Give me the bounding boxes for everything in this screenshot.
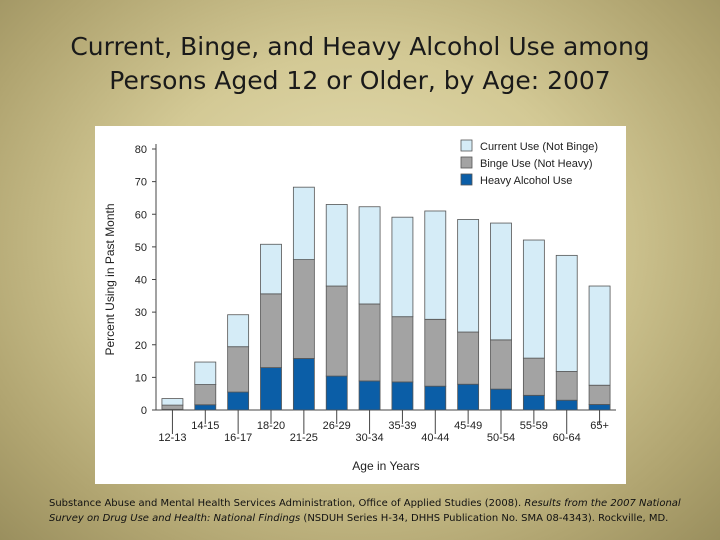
x-tick-label-60-64: 60-64: [553, 432, 581, 444]
x-tick-label-21-25: 21-25: [290, 432, 318, 444]
source-report-title: Results from the 2007 National Survey on…: [49, 498, 681, 524]
bar-heavy-alcohol-use-30-34: [358, 380, 381, 411]
bar-current-use-not-binge-55-59: [522, 239, 545, 359]
bar-heavy-alcohol-use-45-49: [457, 383, 480, 411]
bar-current-use-not-binge-40-44: [424, 210, 447, 320]
bar-current-use-not-binge-12-13: [161, 398, 184, 406]
x-tick-label-40-44: 40-44: [421, 432, 449, 444]
bar-binge-use-not-heavy-18-20: [260, 293, 282, 368]
stacked-bar-chart: 0 10 20 30 40 50 60 70 80 12-13 14-15 16-17 18-20 21-…: [103, 139, 616, 473]
bar-binge-use-not-heavy-50-54: [490, 339, 512, 390]
title-line-2: Persons Aged 12 or Older, by Age: 2007: [109, 66, 611, 95]
bar-heavy-alcohol-use-35-39: [391, 381, 414, 411]
bar-current-use-not-binge-30-34: [358, 206, 381, 305]
y-tick-label-0: 0: [141, 405, 147, 417]
bar-heavy-alcohol-use-14-15: [194, 404, 217, 411]
x-tick-label-30-34: 30-34: [356, 432, 384, 444]
legend-label-binge-use-not-heavy: Binge Use (Not Heavy): [480, 158, 593, 170]
bar-binge-use-not-heavy-30-34: [358, 303, 381, 382]
bar-binge-use-not-heavy-16-17: [227, 346, 250, 393]
source-citation: Substance Abuse and Mental Health Servic…: [49, 496, 689, 526]
bar-heavy-alcohol-use-21-25: [292, 358, 315, 411]
y-tick-label-70: 70: [135, 177, 147, 189]
y-axis-label: Percent Using in Past Month: [103, 203, 117, 355]
y-tick-label-60: 60: [135, 209, 147, 221]
bar-binge-use-not-heavy-14-15: [194, 384, 217, 406]
x-tick-label-12-13: 12-13: [158, 432, 186, 444]
bar-current-use-not-binge-45-49: [457, 219, 480, 333]
bar-binge-use-not-heavy-65+: [588, 384, 611, 405]
legend-label-heavy-alcohol-use: Heavy Alcohol Use: [480, 175, 572, 187]
bar-current-use-not-binge-50-54: [490, 222, 512, 341]
bar-binge-use-not-heavy-35-39: [391, 316, 414, 383]
y-tick-label-50: 50: [135, 242, 147, 254]
bar-binge-use-not-heavy-45-49: [457, 331, 480, 385]
bar-heavy-alcohol-use-18-20: [260, 367, 282, 411]
y-tick-label-30: 30: [135, 307, 147, 319]
bar-heavy-alcohol-use-26-29: [325, 375, 348, 411]
title-line-1: Current, Binge, and Heavy Alcohol Use am…: [70, 32, 650, 61]
bar-heavy-alcohol-use-40-44: [424, 385, 447, 411]
x-tick-label-50-54: 50-54: [487, 432, 515, 444]
bar-heavy-alcohol-use-65+: [588, 404, 611, 411]
legend-swatch-heavy-alcohol-use: [460, 173, 473, 186]
legend-swatch-current-use-not-binge: [460, 139, 473, 152]
slide-title: Current, Binge, and Heavy Alcohol Use am…: [20, 30, 700, 98]
bar-binge-use-not-heavy-55-59: [522, 357, 545, 396]
source-text-before: Substance Abuse and Mental Health Servic…: [49, 498, 525, 509]
bar-current-use-not-binge-60-64: [555, 254, 578, 372]
x-axis-label: Age in Years: [352, 459, 419, 473]
legend-swatch-binge-use-not-heavy: [460, 156, 473, 169]
bar-current-use-not-binge-18-20: [260, 243, 282, 295]
bar-current-use-not-binge-65+: [588, 285, 611, 386]
x-tick-label-18-20: 18-20: [257, 420, 285, 432]
x-tick-label-65+: 65+: [590, 420, 609, 432]
x-tick-label-16-17: 16-17: [224, 432, 252, 444]
bar-current-use-not-binge-35-39: [391, 216, 414, 318]
bar-current-use-not-binge-26-29: [325, 204, 348, 287]
bar-heavy-alcohol-use-55-59: [522, 394, 545, 411]
bar-binge-use-not-heavy-60-64: [555, 371, 578, 401]
bar-current-use-not-binge-16-17: [227, 314, 250, 348]
x-tick-label-14-15: 14-15: [191, 420, 219, 432]
bar-current-use-not-binge-14-15: [194, 361, 217, 385]
bar-heavy-alcohol-use-60-64: [555, 399, 578, 411]
x-tick-label-26-29: 26-29: [323, 420, 351, 432]
bar-binge-use-not-heavy-12-13: [161, 404, 184, 410]
x-tick-label-35-39: 35-39: [388, 420, 416, 432]
bar-heavy-alcohol-use-16-17: [227, 391, 250, 411]
bar-binge-use-not-heavy-26-29: [325, 285, 348, 377]
legend-label-current-use-not-binge: Current Use (Not Binge): [480, 141, 598, 153]
y-tick-label-20: 20: [135, 340, 147, 352]
x-tick-label-45-49: 45-49: [454, 420, 482, 432]
source-text-after: (NSDUH Series H-34, DHHS Publication No.…: [300, 513, 669, 524]
bar-binge-use-not-heavy-40-44: [424, 318, 447, 387]
bar-binge-use-not-heavy-21-25: [292, 259, 315, 359]
bar-heavy-alcohol-use-50-54: [490, 388, 512, 411]
bar-current-use-not-binge-21-25: [292, 186, 315, 260]
chart-panel: 0 10 20 30 40 50 60 70 80 12-13 14-15 16-17 18-20 21-…: [95, 126, 626, 484]
y-tick-label-10: 10: [135, 372, 147, 384]
x-tick-label-55-59: 55-59: [520, 420, 548, 432]
y-tick-label-80: 80: [135, 144, 147, 156]
y-tick-label-40: 40: [135, 275, 147, 287]
